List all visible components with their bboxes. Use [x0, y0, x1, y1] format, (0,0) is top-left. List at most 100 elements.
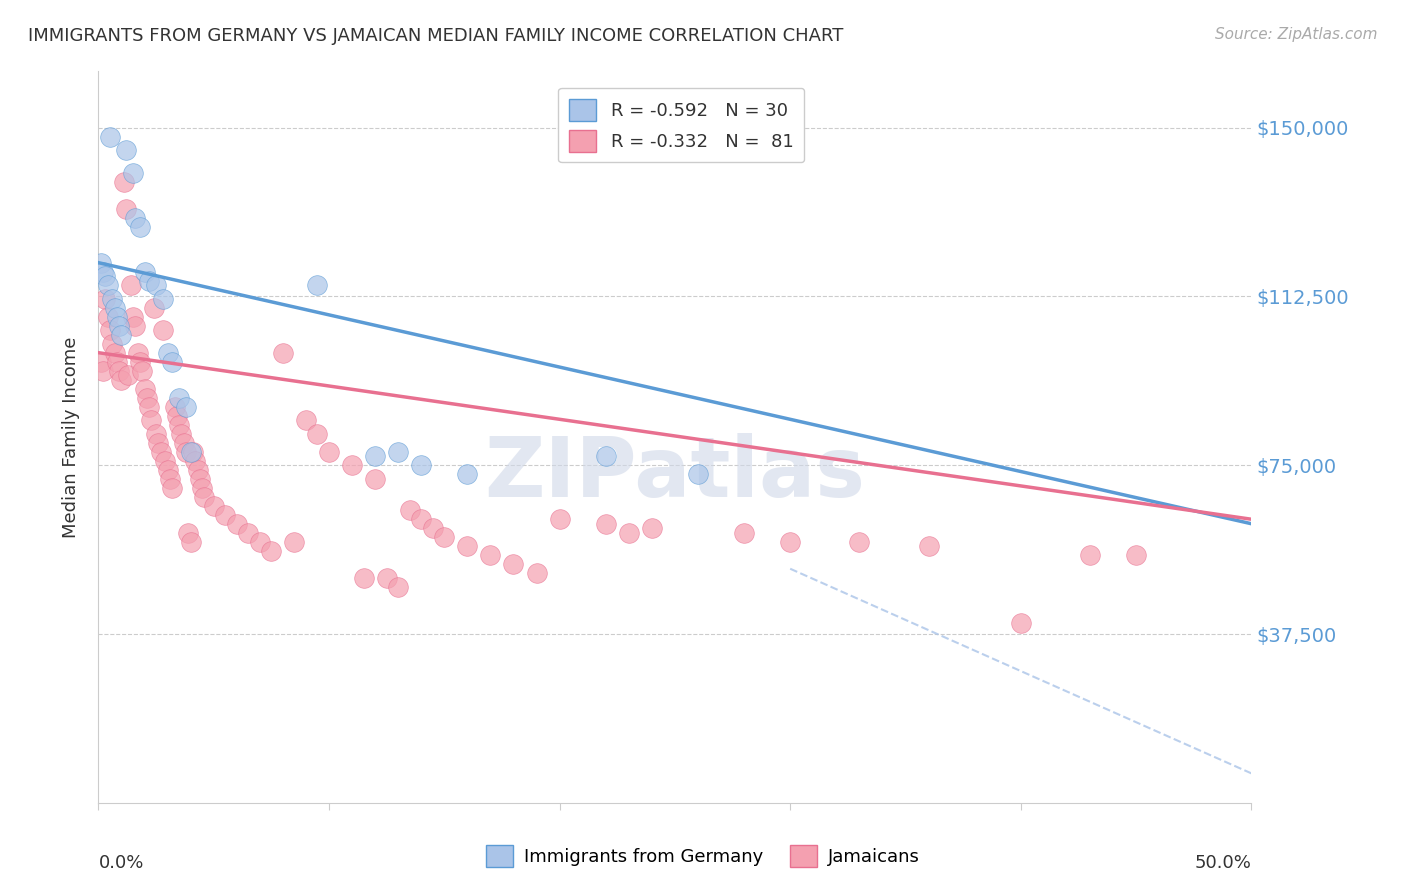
Point	[375, 571, 398, 585]
Point	[187, 463, 209, 477]
Point	[105, 310, 128, 324]
Point	[155, 453, 177, 467]
Point	[387, 444, 409, 458]
Legend: Immigrants from Germany, Jamaicans: Immigrants from Germany, Jamaicans	[479, 838, 927, 874]
Point	[249, 534, 271, 549]
Point	[214, 508, 236, 522]
Point	[595, 449, 617, 463]
Text: IMMIGRANTS FROM GERMANY VS JAMAICAN MEDIAN FAMILY INCOME CORRELATION CHART: IMMIGRANTS FROM GERMANY VS JAMAICAN MEDI…	[28, 27, 844, 45]
Point	[90, 354, 112, 368]
Point	[141, 413, 163, 427]
Point	[117, 368, 139, 383]
Point	[145, 426, 167, 441]
Point	[110, 373, 132, 387]
Point	[340, 458, 363, 473]
Point	[1010, 615, 1032, 630]
Point	[115, 143, 138, 157]
Point	[160, 481, 183, 495]
Point	[188, 472, 211, 486]
Point	[129, 219, 152, 234]
Point	[142, 301, 165, 315]
Point	[127, 345, 149, 359]
Point	[138, 274, 160, 288]
Point	[112, 175, 135, 189]
Point	[145, 278, 167, 293]
Point	[167, 391, 190, 405]
Point	[138, 400, 160, 414]
Point	[177, 525, 200, 540]
Point	[91, 265, 114, 279]
Point	[110, 327, 132, 342]
Point	[122, 310, 145, 324]
Point	[98, 129, 121, 144]
Point	[91, 364, 114, 378]
Text: Source: ZipAtlas.com: Source: ZipAtlas.com	[1215, 27, 1378, 42]
Point	[433, 530, 456, 544]
Point	[124, 211, 146, 225]
Point	[283, 534, 305, 549]
Point	[90, 255, 112, 269]
Point	[101, 336, 124, 351]
Point	[180, 444, 202, 458]
Point	[120, 278, 142, 293]
Point	[456, 539, 478, 553]
Text: 50.0%: 50.0%	[1195, 854, 1251, 872]
Point	[917, 539, 939, 553]
Point	[479, 548, 502, 562]
Point	[163, 400, 186, 414]
Point	[152, 292, 174, 306]
Point	[181, 444, 204, 458]
Point	[184, 453, 207, 467]
Point	[307, 278, 329, 293]
Point	[103, 345, 125, 359]
Point	[733, 525, 755, 540]
Point	[526, 566, 548, 581]
Point	[411, 512, 433, 526]
Point	[166, 409, 188, 423]
Point	[779, 534, 801, 549]
Point	[364, 472, 387, 486]
Point	[98, 323, 121, 337]
Point	[94, 269, 117, 284]
Point	[159, 472, 181, 486]
Point	[595, 516, 617, 531]
Point	[103, 301, 125, 315]
Point	[124, 318, 146, 333]
Point	[364, 449, 387, 463]
Point	[170, 426, 193, 441]
Point	[174, 400, 197, 414]
Point	[105, 354, 128, 368]
Point	[135, 391, 157, 405]
Point	[398, 503, 420, 517]
Point	[149, 444, 172, 458]
Point	[686, 467, 709, 482]
Point	[173, 435, 195, 450]
Point	[191, 481, 214, 495]
Point	[174, 444, 197, 458]
Point	[101, 292, 124, 306]
Point	[271, 345, 294, 359]
Point	[225, 516, 247, 531]
Point	[122, 166, 145, 180]
Point	[94, 292, 117, 306]
Point	[353, 571, 375, 585]
Point	[97, 278, 120, 293]
Point	[152, 323, 174, 337]
Point	[238, 525, 260, 540]
Point	[148, 435, 170, 450]
Point	[97, 310, 120, 324]
Point	[134, 265, 156, 279]
Point	[115, 202, 138, 216]
Point	[1078, 548, 1101, 562]
Point	[295, 413, 318, 427]
Point	[307, 426, 329, 441]
Point	[160, 354, 183, 368]
Point	[502, 558, 524, 572]
Text: ZIPatlas: ZIPatlas	[485, 434, 865, 514]
Point	[548, 512, 571, 526]
Point	[456, 467, 478, 482]
Point	[134, 382, 156, 396]
Point	[318, 444, 340, 458]
Y-axis label: Median Family Income: Median Family Income	[62, 336, 80, 538]
Point	[156, 463, 179, 477]
